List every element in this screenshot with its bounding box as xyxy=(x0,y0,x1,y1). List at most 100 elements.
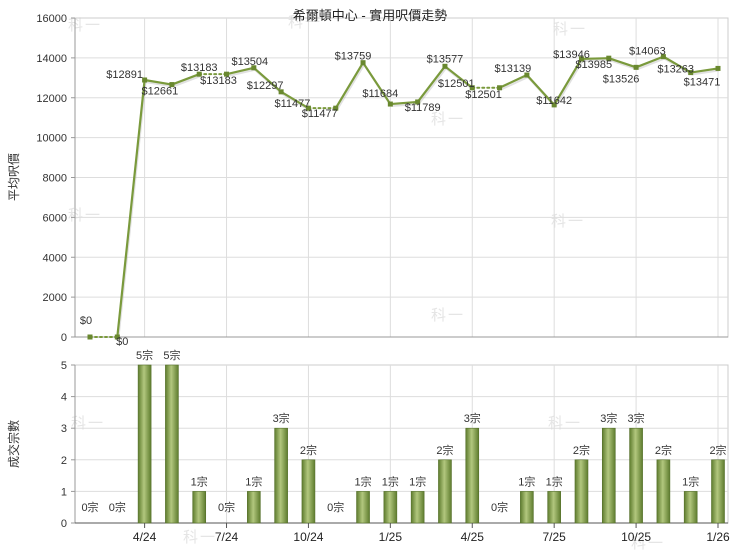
y-tick-label: 2 xyxy=(61,455,67,467)
watermark: 科一 xyxy=(431,307,465,324)
y-tick-label: 5 xyxy=(61,360,67,372)
bar-value-label: 3宗 xyxy=(600,411,617,425)
line-shadow xyxy=(609,59,638,71)
point-marker xyxy=(305,105,311,111)
line-shadow xyxy=(554,60,584,108)
point-marker xyxy=(87,334,93,340)
y-tick-label: 0 xyxy=(61,332,67,344)
line-shadow xyxy=(636,57,665,71)
bar-value-label: 2宗 xyxy=(709,443,726,457)
bar xyxy=(383,491,398,524)
point-marker xyxy=(278,89,284,95)
bar xyxy=(629,427,643,524)
bar-value-label: 0宗 xyxy=(327,500,344,514)
price-line xyxy=(634,55,665,69)
bar-value-label: 0宗 xyxy=(81,500,98,514)
line-shadow xyxy=(335,64,365,111)
point-label: $0 xyxy=(116,336,128,348)
bar xyxy=(547,491,561,524)
bar xyxy=(465,427,480,524)
bar-value-label: 3宗 xyxy=(628,411,645,425)
point-label: $12501 xyxy=(438,78,475,90)
point-marker xyxy=(333,105,339,111)
line-shadow xyxy=(691,69,720,76)
point-marker xyxy=(442,63,448,69)
chart-title: 希爾頓中心 - 實用呎價走勢 xyxy=(292,8,448,23)
bar xyxy=(520,491,534,524)
bar xyxy=(656,459,671,524)
line-shadow xyxy=(227,68,256,78)
point-label: $13183 xyxy=(181,62,218,74)
y-tick-label: 3 xyxy=(61,423,67,435)
point-marker xyxy=(469,85,475,91)
price-line xyxy=(361,61,392,106)
bar-value-label: 1宗 xyxy=(382,474,399,488)
bar xyxy=(165,364,179,524)
x-tick-label: 7/25 xyxy=(542,530,566,544)
price-line xyxy=(416,65,447,104)
price-line xyxy=(170,73,201,86)
x-tick-label: 10/25 xyxy=(621,530,651,544)
count-axis-title: 成交宗數 xyxy=(7,420,21,469)
bar xyxy=(247,491,261,524)
point-marker xyxy=(551,102,557,108)
point-label: $11477 xyxy=(302,108,338,120)
line-shadow xyxy=(663,57,693,76)
bar-value-label: 3宗 xyxy=(273,411,290,425)
y-tick-label: 2000 xyxy=(43,292,67,304)
bar-value-label: 2宗 xyxy=(436,443,453,457)
price-line xyxy=(525,73,556,106)
bar xyxy=(683,491,698,524)
price-line xyxy=(662,55,692,74)
bar xyxy=(601,427,616,524)
watermark: 科一 xyxy=(548,415,582,432)
watermark: 科一 xyxy=(68,17,102,34)
bar xyxy=(356,491,370,524)
price-line xyxy=(580,57,610,61)
bar-value-label: 0宗 xyxy=(218,500,235,514)
point-marker xyxy=(360,60,366,66)
bar-value-label: 1宗 xyxy=(354,474,371,488)
bar xyxy=(274,427,288,524)
bar-value-label: 1宗 xyxy=(682,474,699,488)
point-label: $0 xyxy=(80,315,92,327)
watermark: 科一 xyxy=(68,207,102,224)
price-line xyxy=(689,67,720,74)
x-tick-label: 4/25 xyxy=(461,530,485,544)
point-label: $13139 xyxy=(495,63,532,75)
line-shadow xyxy=(172,75,201,88)
x-tick-label: 4/24 xyxy=(133,530,157,544)
line-shadow xyxy=(500,76,529,91)
point-label: $13946 xyxy=(553,49,590,61)
bar-value-label: 1宗 xyxy=(191,474,208,488)
point-label: $12661 xyxy=(142,86,179,98)
point-label: $14063 xyxy=(629,46,666,58)
price-line xyxy=(607,57,638,69)
watermark: 科一 xyxy=(183,529,217,546)
line-shadow xyxy=(281,92,310,112)
point-label: $11789 xyxy=(405,102,441,114)
watermark: 科一 xyxy=(551,213,585,230)
y-tick-label: 14000 xyxy=(36,53,67,65)
point-label: $13759 xyxy=(335,51,372,63)
price-line xyxy=(116,78,146,339)
bar-value-label: 5宗 xyxy=(136,348,153,362)
point-marker xyxy=(497,85,503,91)
bar-value-label: 2宗 xyxy=(300,443,317,457)
bar-value-label: 1宗 xyxy=(518,474,535,488)
bar-value-label: 0宗 xyxy=(109,500,126,514)
x-tick-label: 10/24 xyxy=(293,530,323,544)
point-label: $12891 xyxy=(106,69,143,81)
y-tick-label: 8000 xyxy=(43,173,67,185)
y-tick-label: 4 xyxy=(61,392,67,404)
point-label: $13526 xyxy=(603,73,640,85)
point-marker xyxy=(169,82,175,88)
price-line xyxy=(498,73,528,89)
point-marker xyxy=(196,71,202,77)
price-line xyxy=(280,90,310,110)
bar-value-label: 2宗 xyxy=(573,443,590,457)
price-line xyxy=(225,66,255,76)
point-marker xyxy=(524,72,530,78)
